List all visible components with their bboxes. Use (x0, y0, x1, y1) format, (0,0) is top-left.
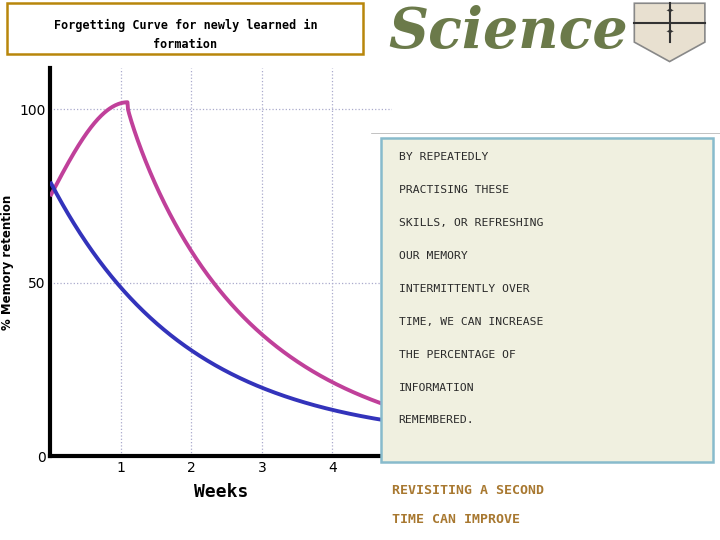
Text: PRACTISING THESE: PRACTISING THESE (399, 185, 509, 195)
Text: TIME CAN IMPROVE: TIME CAN IMPROVE (392, 513, 521, 526)
Text: INFORMATION: INFORMATION (399, 382, 474, 393)
Bar (382, 138, 713, 462)
Text: REVISITING A SECOND: REVISITING A SECOND (392, 484, 544, 497)
Text: Science: Science (388, 5, 628, 60)
Text: ✦: ✦ (665, 28, 674, 37)
Text: Forgetting Curve for newly learned in: Forgetting Curve for newly learned in (53, 19, 318, 32)
Text: REMEMBERED.: REMEMBERED. (399, 415, 474, 426)
Text: formation: formation (153, 38, 217, 51)
Text: TIME, WE CAN INCREASE: TIME, WE CAN INCREASE (399, 316, 543, 327)
X-axis label: Weeks: Weeks (194, 483, 248, 502)
Text: ✦: ✦ (665, 6, 674, 17)
Text: BY REPEATEDLY: BY REPEATEDLY (399, 152, 488, 162)
Y-axis label: % Memory retention: % Memory retention (1, 194, 14, 329)
Text: SKILLS, OR REFRESHING: SKILLS, OR REFRESHING (399, 218, 543, 228)
Polygon shape (634, 3, 705, 62)
Text: THE PERCENTAGE OF: THE PERCENTAGE OF (399, 349, 516, 360)
Text: OUR MEMORY: OUR MEMORY (399, 251, 467, 261)
Text: INTERMITTENTLY OVER: INTERMITTENTLY OVER (399, 284, 529, 294)
